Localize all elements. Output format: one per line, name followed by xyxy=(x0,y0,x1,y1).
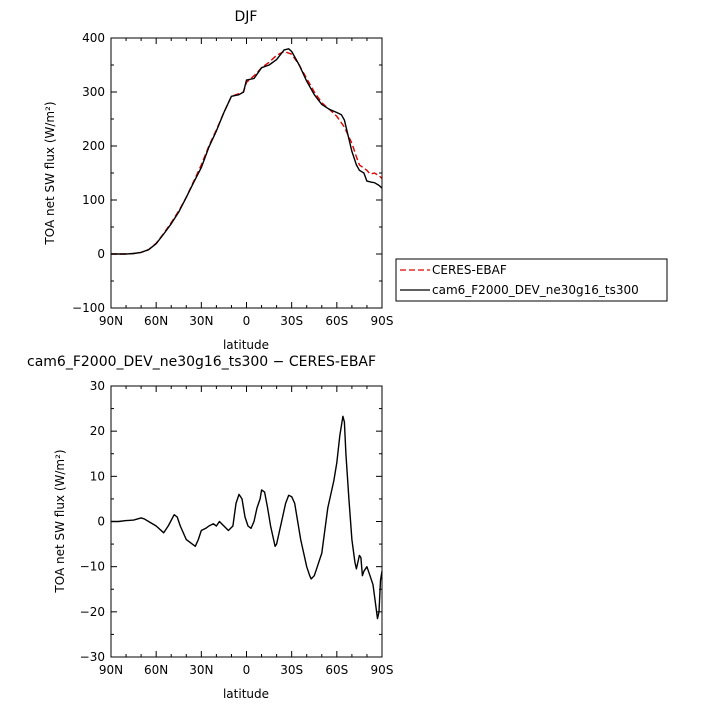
top-x-tick-label: 30N xyxy=(189,314,213,328)
bottom-x-tick-label: 90S xyxy=(371,663,394,677)
bottom-x-axis-label: latitude xyxy=(223,687,269,701)
top-x-axis: 90N 60N 30N 0 30S 60S 90S xyxy=(99,38,394,328)
top-y-tick-label: −100 xyxy=(72,301,105,315)
top-y-axis-label: TOA net SW flux (W/m²) xyxy=(43,101,57,245)
legend-label-cam6: cam6_F2000_DEV_ne30g16_ts300 xyxy=(432,283,639,297)
bottom-x-tick-label: 90N xyxy=(99,663,123,677)
bottom-y-tick-label: 10 xyxy=(90,469,105,483)
bottom-series-line-1 xyxy=(111,415,383,620)
bottom-x-tick-label: 60N xyxy=(144,663,168,677)
top-x-tick-label: 60S xyxy=(325,314,348,328)
top-y-tick-label: 0 xyxy=(97,247,105,261)
bottom-x-tick-label: 30N xyxy=(189,663,213,677)
top-plot-frame xyxy=(110,37,383,309)
bottom-x-tick-label: 30S xyxy=(280,663,303,677)
top-x-tick-label: 60N xyxy=(144,314,168,328)
bottom-y-tick-label: 20 xyxy=(90,424,105,438)
top-x-tick-label: 90S xyxy=(371,314,394,328)
bottom-x-axis: 90N 60N 30N 0 30S 60S 90S xyxy=(99,386,394,677)
top-x-tick-label: 30S xyxy=(280,314,303,328)
top-x-tick-label: 90N xyxy=(99,314,123,328)
bottom-x-tick-label: 0 xyxy=(243,663,251,677)
bottom-y-tick-label: −30 xyxy=(80,650,105,664)
bottom-y-tick-label: −10 xyxy=(80,560,105,574)
bottom-plot-title: cam6_F2000_DEV_ne30g16_ts300 − CERES-EBA… xyxy=(27,354,376,370)
top-x-tick-label: 0 xyxy=(243,314,251,328)
top-plot-lines xyxy=(111,48,383,255)
bottom-y-axis-label: TOA net SW flux (W/m²) xyxy=(53,449,67,593)
legend-box xyxy=(395,258,668,302)
top-y-axis: −100 0 100 200 300 400 xyxy=(72,31,382,315)
top-y-tick-label: 100 xyxy=(82,193,105,207)
bottom-panel: cam6_F2000_DEV_ne30g16_ts300 − CERES-EBA… xyxy=(27,354,393,701)
top-y-tick-label: 200 xyxy=(82,139,105,153)
top-plot-title: DJF xyxy=(235,9,258,25)
top-x-axis-label: latitude xyxy=(223,338,269,352)
bottom-y-axis: −30 −20 −10 0 10 20 30 xyxy=(80,379,382,664)
top-series-line-2 xyxy=(111,48,383,255)
legend: CERES-EBAF cam6_F2000_DEV_ne30g16_ts300 xyxy=(395,258,668,302)
bottom-x-tick-label: 60S xyxy=(325,663,348,677)
bottom-y-tick-label: −20 xyxy=(80,605,105,619)
top-y-tick-label: 300 xyxy=(82,85,105,99)
top-y-tick-label: 400 xyxy=(82,31,105,45)
bottom-y-tick-label: 0 xyxy=(97,515,105,529)
legend-label-ceres: CERES-EBAF xyxy=(432,263,507,277)
bottom-plot-lines xyxy=(111,415,383,620)
bottom-y-tick-label: 30 xyxy=(90,379,105,393)
